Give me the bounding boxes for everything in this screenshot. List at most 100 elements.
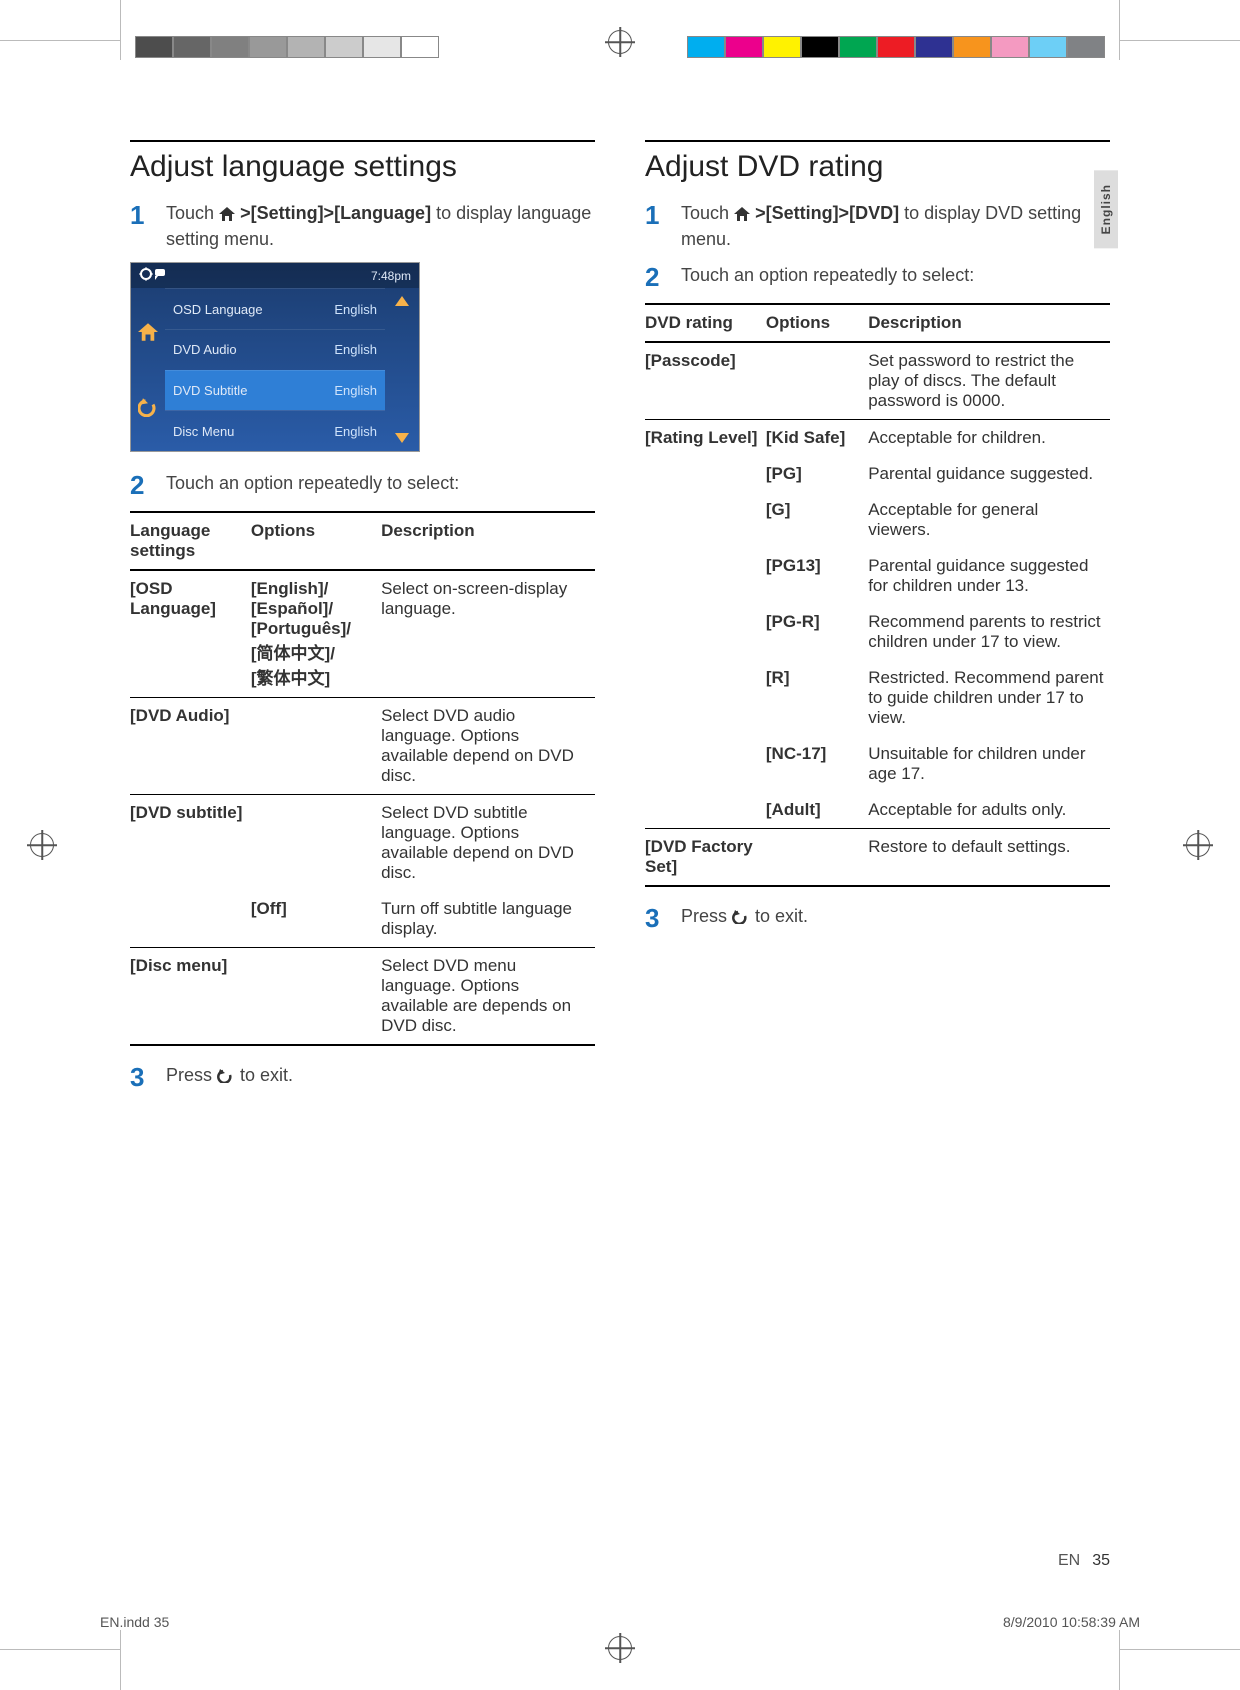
back-icon	[138, 397, 158, 417]
swatch	[287, 36, 325, 58]
menu-list: OSD Language English DVD AudioEnglishDVD S…	[165, 288, 385, 451]
registration-mark-icon	[30, 833, 54, 857]
table-cell	[251, 795, 381, 892]
table-cell: Parental guidance suggested for children…	[868, 548, 1110, 604]
language-menu-screenshot: 7:48pm OSD Language English DVD AudioEngli…	[130, 262, 420, 452]
swatch	[325, 36, 363, 58]
footer-lang: EN	[1058, 1552, 1080, 1570]
menu-row-value: English	[334, 424, 377, 439]
table-cell: [DVD subtitle]	[130, 795, 251, 892]
back-icon	[732, 910, 750, 924]
table-row: [DVD Factory Set]Restore to default sett…	[645, 829, 1110, 887]
step-number: 3	[130, 1062, 166, 1093]
table-cell: Select on-screen-display language.	[381, 570, 595, 698]
swatch	[135, 36, 173, 58]
table-cell: Acceptable for children.	[868, 420, 1110, 457]
table-cell: Parental guidance suggested.	[868, 456, 1110, 492]
menu-row: DVD AudioEnglish	[165, 329, 385, 370]
swatch	[211, 36, 249, 58]
print-footer-right: 8/9/2010 10:58:39 AM	[1003, 1614, 1140, 1630]
step-text: Touch >[Setting]>[Language] to display l…	[166, 200, 595, 252]
step-2: 2 Touch an option repeatedly to select:	[645, 262, 1110, 293]
swatch	[1067, 36, 1105, 58]
table-header: Description	[381, 512, 595, 570]
table-cell: Select DVD menu language. Options availa…	[381, 948, 595, 1046]
swatch	[1029, 36, 1067, 58]
table-header: Options	[251, 512, 381, 570]
page-footer: EN 35	[130, 1552, 1110, 1570]
crop-mark	[1120, 1649, 1240, 1650]
step-1: 1 Touch >[Setting]>[Language] to display…	[130, 200, 595, 252]
print-footer: EN.indd 35 8/9/2010 10:58:39 AM	[100, 1614, 1140, 1630]
table-cell: Set password to restrict the play of dis…	[868, 342, 1110, 420]
gear-chat-icon	[139, 267, 167, 284]
table-cell	[645, 792, 766, 829]
language-settings-table: Language settings Options Description [O…	[130, 511, 595, 1046]
table-row: [DVD Audio]Select DVD audio language. Op…	[130, 698, 595, 795]
table-cell: [PG13]	[766, 548, 868, 604]
table-cell	[645, 548, 766, 604]
swatch	[763, 36, 801, 58]
triangle-up-icon	[395, 296, 409, 306]
crop-mark	[0, 1649, 120, 1650]
step-text: Touch >[Setting]>[DVD] to display DVD se…	[681, 200, 1110, 252]
menu-time: 7:48pm	[371, 269, 411, 283]
swatch	[725, 36, 763, 58]
table-row: [R]Restricted. Recommend parent to guide…	[645, 660, 1110, 736]
table-row: [Rating Level][Kid Safe]Acceptable for c…	[645, 420, 1110, 457]
table-cell	[645, 604, 766, 660]
table-cell: Acceptable for general viewers.	[868, 492, 1110, 548]
menu-row-label: DVD Audio	[173, 342, 334, 357]
swatch	[915, 36, 953, 58]
table-header: Description	[868, 304, 1110, 342]
table-cell: Recommend parents to restrict children u…	[868, 604, 1110, 660]
menu-row-label: OSD Language	[173, 302, 334, 317]
swatch	[249, 36, 287, 58]
swatch	[401, 36, 439, 58]
table-row: [Disc menu]Select DVD menu language. Opt…	[130, 948, 595, 1046]
registration-mark-icon	[608, 1636, 632, 1660]
right-column: Adjust DVD rating 1 Touch >[Setting]>[DV…	[645, 140, 1110, 1103]
table-row: [DVD subtitle]Select DVD subtitle langua…	[130, 795, 595, 892]
table-cell: Acceptable for adults only.	[868, 792, 1110, 829]
table-cell	[766, 829, 868, 887]
swatch	[173, 36, 211, 58]
table-row: [Off]Turn off subtitle language display.	[130, 891, 595, 948]
table-row: [G]Acceptable for general viewers.	[645, 492, 1110, 548]
step-number: 2	[645, 262, 681, 293]
table-cell: [Adult]	[766, 792, 868, 829]
table-cell: [PG]	[766, 456, 868, 492]
table-row: [PG-R]Recommend parents to restrict chil…	[645, 604, 1110, 660]
registration-mark-icon	[608, 30, 632, 54]
footer-page: 35	[1092, 1552, 1110, 1570]
table-cell	[645, 492, 766, 548]
crop-mark	[0, 40, 120, 41]
table-cell: [Kid Safe]	[766, 420, 868, 457]
menu-row-label: Disc Menu	[173, 424, 334, 439]
grayscale-bar	[135, 36, 439, 58]
table-header: Language settings	[130, 512, 251, 570]
swatch	[363, 36, 401, 58]
table-cell: [Off]	[251, 891, 381, 948]
swatch	[801, 36, 839, 58]
print-footer-left: EN.indd 35	[100, 1614, 169, 1630]
table-cell	[645, 736, 766, 792]
step-text: Press to exit.	[166, 1062, 595, 1093]
table-header: DVD rating	[645, 304, 766, 342]
section-title-language: Adjust language settings	[130, 140, 595, 184]
step-text: Press to exit.	[681, 903, 1110, 934]
table-cell: [Passcode]	[645, 342, 766, 420]
step-number: 1	[130, 200, 166, 252]
language-tab: English	[1094, 170, 1118, 248]
back-icon	[217, 1069, 235, 1083]
table-cell: [English]/ [Español]/ [Português]/ [简体中文…	[251, 570, 381, 698]
table-row: [NC-17]Unsuitable for children under age…	[645, 736, 1110, 792]
section-title-dvd: Adjust DVD rating	[645, 140, 1110, 184]
table-cell: Unsuitable for children under age 17.	[868, 736, 1110, 792]
menu-row: DVD SubtitleEnglish	[165, 370, 385, 411]
table-cell: [G]	[766, 492, 868, 548]
step-1: 1 Touch >[Setting]>[DVD] to display DVD …	[645, 200, 1110, 252]
step-number: 3	[645, 903, 681, 934]
left-column: Adjust language settings 1 Touch >[Setti…	[130, 140, 595, 1103]
table-cell: [Rating Level]	[645, 420, 766, 457]
